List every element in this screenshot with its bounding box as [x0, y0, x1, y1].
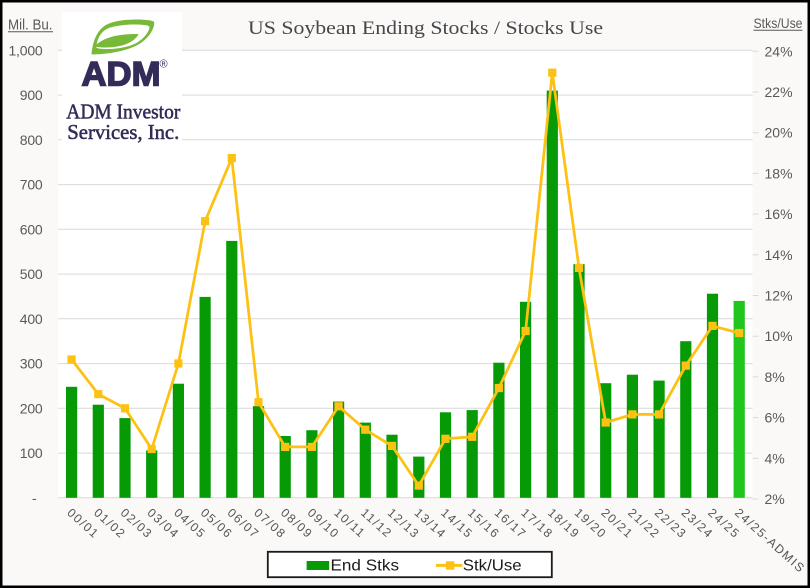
- svg-text:®: ®: [160, 59, 168, 71]
- svg-text:20%: 20%: [765, 125, 793, 141]
- svg-text:ADM Investor: ADM Investor: [66, 100, 180, 124]
- svg-text:Stks/Use: Stks/Use: [754, 15, 803, 31]
- svg-text:-: -: [32, 490, 37, 506]
- svg-text:End Stks: End Stks: [331, 557, 400, 574]
- svg-text:700: 700: [20, 177, 43, 193]
- svg-text:900: 900: [20, 87, 43, 103]
- svg-text:800: 800: [20, 132, 43, 148]
- svg-text:6%: 6%: [765, 410, 785, 426]
- svg-text:Services, Inc.: Services, Inc.: [67, 120, 179, 144]
- svg-text:1,000: 1,000: [8, 42, 42, 58]
- svg-text:US Soybean Ending Stocks / Sto: US Soybean Ending Stocks / Stocks Use: [248, 18, 603, 39]
- svg-text:18%: 18%: [765, 165, 793, 181]
- svg-text:14%: 14%: [765, 247, 793, 263]
- svg-text:600: 600: [20, 221, 43, 237]
- svg-text:24%: 24%: [765, 43, 793, 59]
- svg-text:200: 200: [20, 400, 43, 416]
- svg-text:22%: 22%: [765, 84, 793, 100]
- svg-text:Stk/Use: Stk/Use: [463, 557, 522, 574]
- svg-text:12%: 12%: [765, 288, 793, 304]
- svg-text:16%: 16%: [765, 206, 793, 222]
- svg-text:100: 100: [20, 445, 43, 461]
- svg-text:300: 300: [20, 356, 43, 372]
- svg-text:500: 500: [20, 266, 43, 282]
- svg-text:10%: 10%: [765, 328, 793, 344]
- svg-text:ADM: ADM: [82, 56, 161, 94]
- svg-text:400: 400: [20, 311, 43, 327]
- svg-text:4%: 4%: [765, 450, 785, 466]
- svg-text:2%: 2%: [765, 491, 785, 507]
- svg-text:Mil. Bu.: Mil. Bu.: [8, 18, 53, 34]
- svg-text:8%: 8%: [765, 369, 785, 385]
